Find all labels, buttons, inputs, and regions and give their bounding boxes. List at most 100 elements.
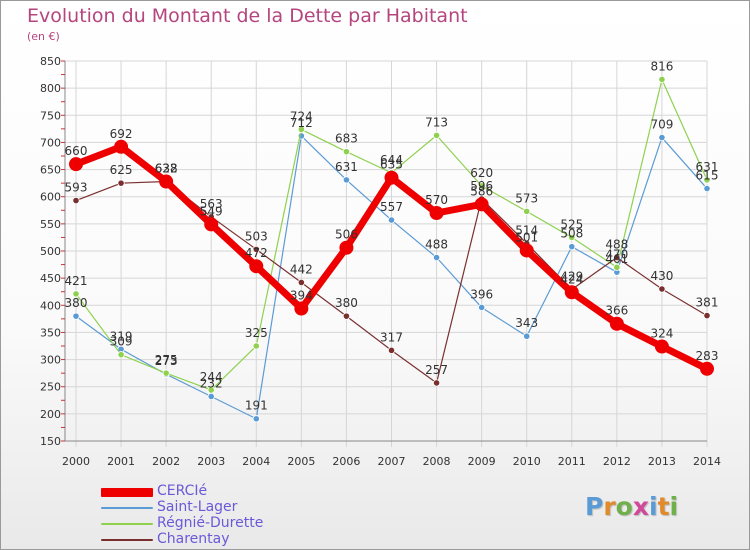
data-label: 429 <box>560 270 583 284</box>
data-label: 191 <box>245 399 268 413</box>
y-tick-label: 450 <box>40 272 61 285</box>
data-label: 692 <box>110 127 133 141</box>
data-label: 683 <box>335 132 358 146</box>
data-label: 724 <box>290 109 313 123</box>
data-label: 343 <box>515 316 538 330</box>
data-label: 257 <box>425 363 448 377</box>
data-point <box>384 170 399 185</box>
data-label: 570 <box>425 193 448 207</box>
data-label: 472 <box>245 246 268 260</box>
data-label: 525 <box>560 217 583 231</box>
data-label: 503 <box>245 229 268 243</box>
data-point <box>342 312 351 320</box>
y-tick-label: 500 <box>40 245 61 258</box>
legend-label: CERCIé <box>157 483 208 499</box>
data-label: 275 <box>155 353 178 367</box>
data-label: 635 <box>380 158 403 172</box>
data-label: 442 <box>290 262 313 276</box>
data-point <box>162 369 170 377</box>
data-label: 381 <box>696 296 719 310</box>
data-point <box>568 243 576 251</box>
data-label: 394 <box>290 289 313 303</box>
data-point <box>568 233 576 242</box>
data-point <box>297 278 305 287</box>
data-point <box>249 259 264 274</box>
data-point <box>69 157 83 172</box>
x-tick-label: 2003 <box>197 455 225 468</box>
x-tick-label: 2000 <box>62 455 90 468</box>
proxiti-logo: Proxiti <box>585 492 678 521</box>
data-point <box>658 75 666 84</box>
legend-label: Saint-Lager <box>157 499 238 515</box>
data-point <box>703 184 711 193</box>
data-label-layer: 660 692 628 549 472 394 506 635 570 586 501 424 366 3… <box>65 59 719 412</box>
data-point <box>519 243 534 258</box>
data-label: 430 <box>650 269 673 283</box>
data-label: 631 <box>335 160 358 174</box>
data-point <box>703 311 711 320</box>
data-label: 309 <box>110 335 133 349</box>
y-tick-label: 750 <box>40 109 61 122</box>
data-label: 514 <box>515 223 538 237</box>
data-point <box>432 253 441 262</box>
legend-label: Charentay <box>157 531 230 547</box>
data-point <box>339 240 354 255</box>
data-point <box>252 415 260 423</box>
legend-label: Régnié-Durette <box>157 515 264 531</box>
y-tick-label: 300 <box>40 354 61 367</box>
data-point <box>114 139 129 154</box>
x-tick-label: 2004 <box>242 455 270 468</box>
logo-letter: t <box>657 492 670 521</box>
legend-swatch <box>101 523 153 525</box>
data-label: 620 <box>470 166 493 180</box>
y-tick-label: 350 <box>40 326 61 339</box>
data-label: 283 <box>696 349 719 363</box>
x-tick-label: 2006 <box>332 455 360 468</box>
data-label: 573 <box>515 191 538 205</box>
data-label: 380 <box>65 296 88 310</box>
data-label: 632 <box>155 162 178 176</box>
data-point <box>252 342 260 350</box>
data-label: 712 <box>290 116 313 130</box>
x-tick-label: 2012 <box>603 455 631 468</box>
data-label: 317 <box>380 330 403 344</box>
series-layer <box>69 75 714 423</box>
data-label: 424 <box>560 272 583 286</box>
data-label: 816 <box>650 59 673 73</box>
data-point <box>342 148 351 156</box>
data-point <box>387 216 396 224</box>
data-point <box>523 332 531 340</box>
data-label: 660 <box>65 144 88 158</box>
legend-swatch <box>101 539 153 541</box>
data-point <box>72 312 80 320</box>
data-point <box>159 174 174 189</box>
data-label: 615 <box>696 169 719 183</box>
x-tick-label: 2005 <box>287 455 315 468</box>
data-label: 232 <box>200 376 223 390</box>
y-tick-label: 850 <box>40 55 61 68</box>
data-label: 325 <box>245 326 268 340</box>
data-label: 644 <box>380 153 403 167</box>
y-tick-label: 800 <box>40 82 61 95</box>
data-point <box>297 125 305 133</box>
data-label: 396 <box>470 287 493 301</box>
data-label: 488 <box>605 238 628 252</box>
data-point <box>72 196 80 205</box>
data-label: 625 <box>110 163 133 177</box>
data-point <box>207 392 215 401</box>
chart-subtitle: (en €) <box>27 30 60 43</box>
data-label: 586 <box>470 184 493 198</box>
logo-letter: r <box>603 492 616 521</box>
y-tick-label: 600 <box>40 191 61 204</box>
data-label: 501 <box>515 230 538 244</box>
data-point <box>117 179 125 187</box>
legend-swatch <box>101 507 153 509</box>
y-tick-label: 400 <box>40 299 61 312</box>
y-tick-label: 150 <box>40 435 61 448</box>
y-tick-label: 700 <box>40 136 61 149</box>
data-label: 461 <box>605 252 628 266</box>
data-point <box>478 303 486 312</box>
data-label: 273 <box>155 354 178 368</box>
